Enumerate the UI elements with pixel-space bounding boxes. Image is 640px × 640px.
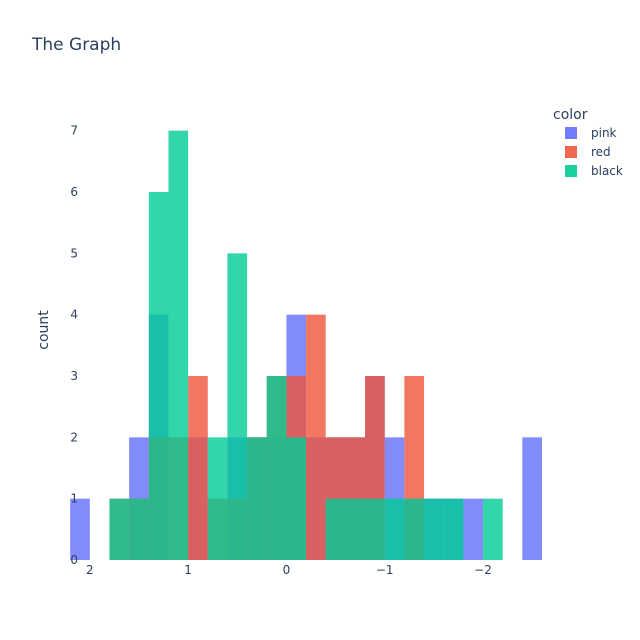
y-tick-label: 4 — [70, 308, 78, 322]
chart-title: The Graph — [31, 35, 121, 55]
y-tick-label: 7 — [70, 124, 78, 138]
legend-swatch-pink[interactable] — [565, 127, 577, 139]
y-tick-label: 5 — [70, 246, 78, 260]
legend-label-pink[interactable]: pink — [591, 126, 617, 140]
bar-black-9 — [325, 498, 346, 560]
bar-black-0 — [109, 498, 130, 560]
bar-black-2 — [148, 192, 169, 560]
y-tick-label: 0 — [70, 553, 78, 567]
legend-label-black[interactable]: black — [591, 164, 623, 178]
legend-label-red[interactable]: red — [591, 145, 611, 159]
bar-black-4 — [207, 437, 228, 560]
bar-black-14 — [424, 498, 444, 560]
legend-swatch-black[interactable] — [565, 165, 577, 177]
bar-black-1 — [129, 498, 149, 560]
legend-swatch-red[interactable] — [565, 146, 577, 158]
bars-layer — [70, 130, 542, 561]
bar-black-10 — [345, 498, 366, 560]
x-axis-ticks: 2 1 0 −1 −2 — [86, 563, 492, 577]
bar-black-15 — [443, 498, 464, 560]
bar-black-3 — [168, 130, 189, 560]
bar-pink-16 — [463, 498, 484, 560]
bar-black-6 — [247, 437, 267, 560]
x-tick-label: 0 — [283, 563, 291, 577]
legend-title: color — [553, 107, 588, 123]
y-tick-label: 2 — [70, 430, 78, 444]
bar-black-12 — [384, 498, 405, 560]
legend: color pink red black — [553, 107, 623, 178]
bar-black-7 — [266, 376, 287, 560]
bar-black-8 — [286, 437, 307, 560]
bar-red-4 — [188, 376, 208, 560]
bar-black-11 — [365, 498, 385, 560]
bar-red-10 — [306, 314, 326, 560]
y-axis-ticks: 0 1 2 3 4 5 6 7 — [70, 124, 78, 567]
bar-pink-17 — [522, 437, 542, 560]
bar-black-5 — [227, 253, 248, 561]
x-tick-label: −1 — [376, 563, 394, 577]
x-tick-label: −2 — [474, 563, 492, 577]
y-axis-label: count — [36, 310, 52, 350]
y-tick-label: 6 — [70, 185, 78, 199]
x-tick-label: 2 — [86, 563, 94, 577]
bar-black-13 — [404, 498, 425, 560]
bar-pink-0 — [70, 498, 90, 560]
x-tick-label: 1 — [184, 563, 192, 577]
y-tick-label: 1 — [70, 492, 78, 506]
bar-black-16 — [483, 498, 503, 560]
y-tick-label: 3 — [70, 369, 78, 383]
